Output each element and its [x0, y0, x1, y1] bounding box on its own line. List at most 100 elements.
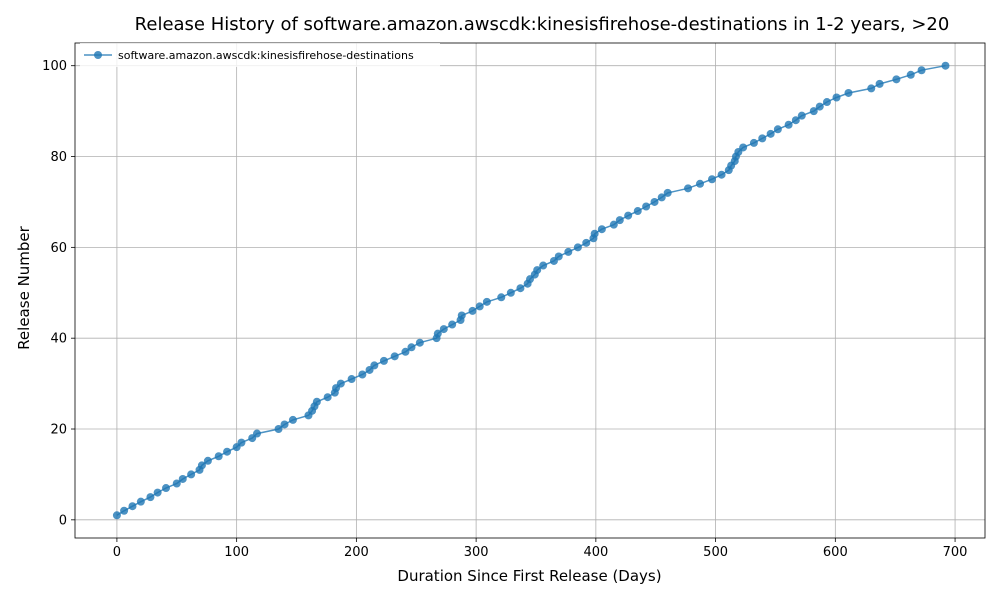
data-point	[717, 170, 726, 179]
x-tick-label: 200	[344, 545, 369, 560]
data-point	[172, 479, 181, 488]
data-point	[312, 397, 321, 406]
data-point	[214, 452, 223, 461]
series-group	[112, 61, 950, 520]
grid-lines	[75, 43, 985, 538]
data-point	[684, 184, 693, 193]
data-point	[439, 325, 448, 334]
legend-marker	[94, 51, 102, 59]
data-point	[749, 138, 758, 147]
data-point	[482, 297, 491, 306]
data-point	[766, 129, 775, 138]
data-point	[468, 306, 477, 315]
data-point	[582, 238, 591, 247]
data-point	[280, 420, 289, 429]
y-axis-label: Release Number	[15, 225, 33, 349]
data-point	[773, 125, 782, 134]
series-line	[116, 64, 946, 516]
data-point	[590, 229, 599, 238]
data-point	[892, 75, 901, 84]
data-point	[401, 347, 410, 356]
data-point	[815, 102, 824, 111]
data-point	[657, 193, 666, 202]
data-point	[906, 70, 915, 79]
data-point	[615, 216, 624, 225]
data-point	[784, 120, 793, 129]
data-point	[497, 293, 506, 302]
data-point	[533, 266, 542, 275]
data-point	[136, 497, 145, 506]
data-point	[633, 207, 642, 216]
data-point	[791, 116, 800, 125]
data-point	[475, 302, 484, 311]
x-axis-label: Duration Since First Release (Days)	[397, 567, 661, 585]
y-tick-label: 40	[50, 332, 67, 347]
data-point	[203, 456, 212, 465]
data-point	[415, 338, 424, 347]
y-tick-label: 20	[50, 423, 67, 438]
data-point	[917, 66, 926, 75]
x-tick-label: 500	[703, 545, 728, 560]
chart-title: Release History of software.amazon.awscd…	[135, 14, 950, 35]
data-point	[370, 361, 379, 370]
data-point	[223, 447, 232, 456]
data-point	[822, 98, 831, 107]
data-point	[187, 470, 196, 479]
data-point	[554, 252, 563, 261]
data-point	[379, 356, 388, 365]
y-tick-label: 100	[42, 59, 67, 74]
x-tick-label: 0	[113, 545, 121, 560]
data-point	[875, 79, 884, 88]
y-tick-label: 80	[50, 150, 67, 165]
data-point	[867, 84, 876, 93]
data-point	[573, 243, 582, 252]
data-point	[274, 425, 283, 434]
data-point	[809, 107, 818, 116]
x-tick-label: 300	[464, 545, 489, 560]
data-point	[758, 134, 767, 143]
x-tick-label: 600	[823, 545, 848, 560]
x-tick-label: 700	[943, 545, 968, 560]
data-point	[197, 461, 206, 470]
data-point	[516, 284, 525, 293]
data-point	[832, 93, 841, 102]
data-point	[941, 61, 950, 70]
data-point	[120, 506, 129, 515]
plot-frame	[74, 42, 986, 539]
y-tick-label: 60	[50, 241, 67, 256]
data-point	[844, 88, 853, 97]
data-point	[609, 220, 618, 229]
data-point	[358, 370, 367, 379]
legend: software.amazon.awscdk:kinesisfirehose-d…	[80, 43, 440, 67]
data-point	[642, 202, 651, 211]
data-point	[347, 375, 356, 384]
data-point	[237, 438, 246, 447]
x-tick-label: 400	[583, 545, 608, 560]
data-point	[336, 379, 345, 388]
data-point	[597, 225, 606, 234]
data-point	[708, 175, 716, 184]
data-point	[663, 188, 672, 197]
data-point	[288, 415, 297, 424]
data-point	[146, 493, 155, 502]
data-point	[323, 393, 332, 402]
x-axis-ticks: 0 100 200 300 400 500 600 700	[113, 538, 968, 560]
data-point	[390, 352, 399, 361]
data-point	[739, 143, 748, 152]
data-point	[407, 343, 416, 352]
data-point	[128, 502, 137, 511]
data-point	[112, 511, 121, 520]
data-point	[433, 329, 442, 338]
legend-box	[80, 43, 440, 67]
data-point	[253, 429, 261, 438]
x-tick-label: 100	[224, 545, 249, 560]
legend-label: software.amazon.awscdk:kinesisfirehose-d…	[118, 49, 414, 62]
data-point	[696, 179, 705, 188]
data-point	[624, 211, 633, 220]
data-point	[797, 111, 806, 120]
y-axis-ticks: 0 20 40 60 80 100	[42, 59, 75, 528]
data-point	[539, 261, 548, 270]
data-point	[564, 247, 573, 256]
data-point	[448, 320, 457, 329]
